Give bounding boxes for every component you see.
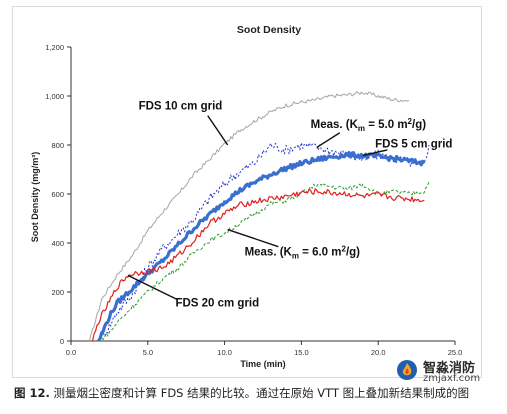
annotation-leader-line [127, 274, 178, 300]
x-tick-label: 5.0 [143, 348, 153, 357]
series-line-fds10 [88, 91, 410, 342]
y-tick-label: 0 [60, 337, 64, 346]
annotation-meas5: Meas. (Km = 5.0 m2/g) [311, 117, 427, 149]
y-tick-label: 400 [51, 239, 64, 248]
annotation-label: Meas. (Km = 6.0 m2/g) [245, 244, 361, 260]
chart-annotations: FDS 10 cm grid Meas. (Km = 5.0 m2/g) FDS 5… [127, 100, 452, 310]
chart-axes: 0 200 400 600 800 1,000 1,200 0.0 5.0 10.0 15.0 20.… [45, 43, 462, 357]
annotation-leader-line [227, 228, 279, 248]
annotation-fds20: FDS 20 cm grid [127, 274, 259, 310]
x-tick-label: 0.0 [66, 348, 76, 357]
watermark-site: zmjaxf.com [423, 373, 481, 384]
annotation-label: FDS 20 cm grid [175, 298, 259, 310]
y-axis-label: Soot Density (mg/m³) [30, 152, 40, 243]
series-line-meas5 [98, 142, 430, 342]
y-tick-label: 1,000 [45, 92, 64, 101]
annotation-label: Meas. (Km = 5.0 m2/g) [311, 117, 427, 133]
annotation-leader-line [316, 132, 341, 149]
chart-title: Soot Density [237, 24, 301, 36]
annotation-meas6: Meas. (Km = 6.0 m2/g) [227, 228, 361, 260]
chart-frame: Soot Density 0 200 400 600 800 1,000 1,200 0.0 5… [12, 6, 482, 378]
y-tick-label: 800 [51, 141, 64, 150]
y-tick-label: 1,200 [45, 43, 64, 52]
series-line-fds20 [91, 188, 425, 342]
figure-label: 图 12. [14, 386, 50, 400]
caption-text: 测量烟尘密度和计算 FDS 结果的比较。通过在原始 VTT 图上叠加新结果制成的… [53, 386, 470, 400]
flame-logo-icon [397, 360, 417, 380]
watermark-name: 智淼消防 [423, 361, 476, 376]
x-tick-label: 10.0 [217, 348, 232, 357]
annotation-label: FDS 5 cm grid [375, 138, 452, 150]
x-tick-label: 20.0 [371, 348, 386, 357]
series-line-meas6 [98, 181, 430, 342]
figure-caption: 图 12. 测量烟尘密度和计算 FDS 结果的比较。通过在原始 VTT 图上叠加… [14, 386, 494, 401]
watermark-logo: 智淼消防 zmjaxf.com [396, 357, 500, 387]
soot-density-chart: Soot Density 0 200 400 600 800 1,000 1,200 0.0 5… [30, 24, 462, 369]
annotation-fds5: FDS 5 cm grid [362, 138, 452, 157]
y-tick-label: 200 [51, 288, 64, 297]
annotation-fds10: FDS 10 cm grid [139, 100, 229, 146]
x-tick-label: 15.0 [294, 348, 309, 357]
annotation-leader-line [207, 115, 229, 146]
x-tick-label: 25.0 [448, 348, 463, 357]
x-axis-label: Time (min) [240, 359, 285, 369]
annotation-label: FDS 10 cm grid [139, 100, 223, 112]
annotation-leader-line [362, 149, 388, 157]
y-tick-label: 600 [51, 190, 64, 199]
